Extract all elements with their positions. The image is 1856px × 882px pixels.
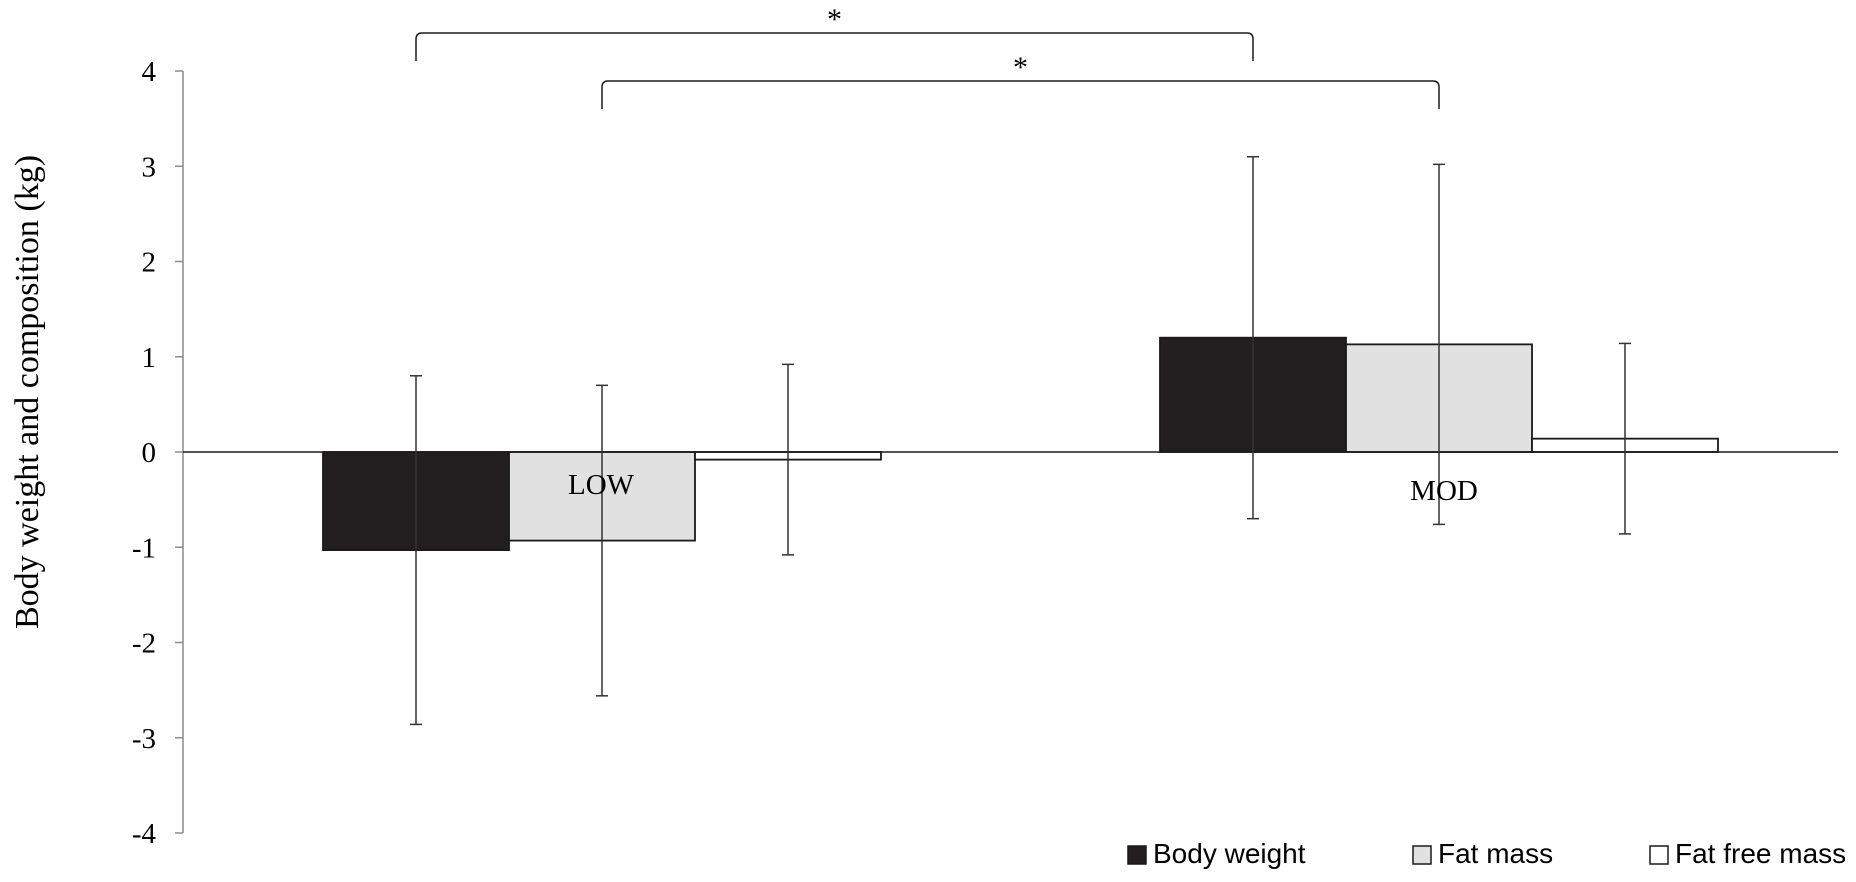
legend-item-fat-mass: Fat mass [1412, 838, 1553, 869]
y-tick-label: 1 [142, 342, 157, 374]
significance-marker: * [827, 3, 842, 36]
y-tick-label: -1 [132, 532, 156, 564]
category-label-mod: MOD [1410, 475, 1478, 507]
significance-bracket [415, 32, 1254, 61]
legend-label: Fat free mass [1675, 838, 1846, 869]
legend-swatch [1412, 845, 1432, 865]
y-tick-label: 4 [142, 56, 157, 88]
y-tick-label: 0 [142, 437, 157, 469]
legend-swatch [1127, 845, 1147, 865]
error-bar [1247, 155, 1259, 520]
legend-item-fat-free-mass: Fat free mass [1649, 838, 1846, 869]
plot-area: 4 3 2 1 0 -1 -2 -3 -4 LOW MOD * * [132, 3, 1838, 850]
significance-bracket [601, 80, 1440, 109]
y-tick-label: -2 [132, 628, 156, 660]
legend-swatch [1649, 845, 1669, 865]
y-tick-label: -3 [132, 723, 156, 755]
error-bar [410, 375, 422, 726]
error-bar [1619, 342, 1631, 535]
legend: Body weight Fat mass Fat free mass [1127, 838, 1846, 869]
legend-label: Fat mass [1438, 838, 1553, 869]
significance-marker: * [1013, 51, 1028, 84]
y-axis-label: Body weight and composition (kg) [9, 155, 46, 629]
legend-label: Body weight [1153, 838, 1306, 869]
y-tick-label: 2 [142, 247, 157, 279]
y-tick-label: -4 [132, 818, 157, 850]
error-bar [1433, 163, 1445, 526]
legend-item-body-weight: Body weight [1127, 838, 1306, 869]
category-label-low: LOW [568, 469, 635, 501]
error-bar [782, 363, 794, 556]
error-bar [596, 384, 608, 697]
y-tick-label: 3 [142, 151, 157, 183]
